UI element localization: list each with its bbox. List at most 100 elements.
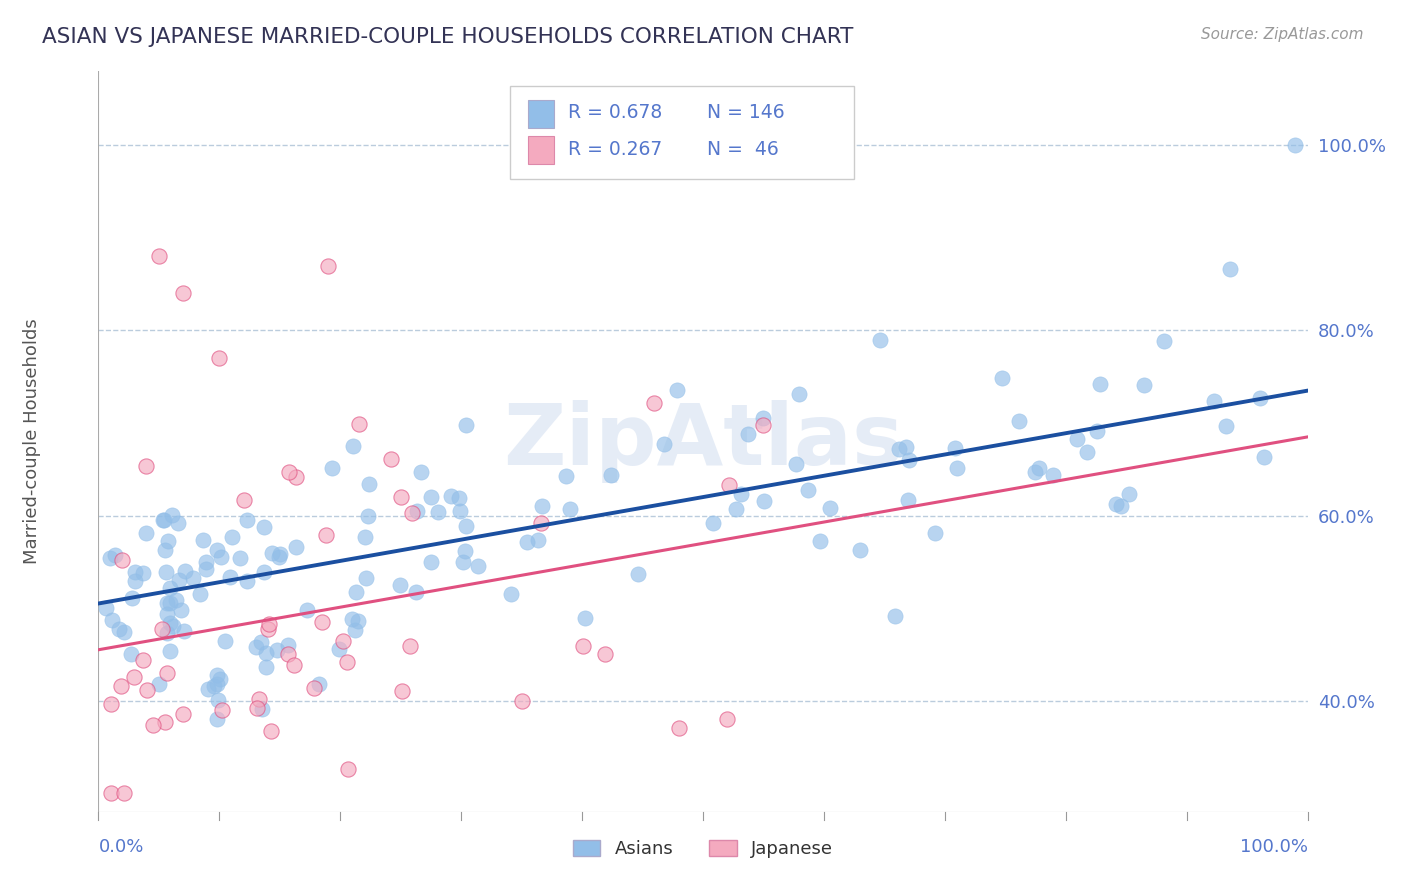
- Point: [896, 440, 918, 454]
- Point: [108, 622, 131, 636]
- Point: [183, 571, 205, 585]
- Point: [1028, 460, 1050, 475]
- Point: [246, 701, 269, 715]
- Point: [253, 520, 276, 534]
- Text: R = 0.678: R = 0.678: [568, 103, 662, 121]
- Point: [337, 762, 360, 776]
- Text: 0.0%: 0.0%: [98, 838, 143, 855]
- Point: [159, 581, 181, 595]
- Point: [250, 635, 273, 649]
- Point: [946, 461, 969, 475]
- Point: [100, 786, 122, 800]
- Point: [419, 555, 441, 569]
- Point: [1076, 445, 1098, 459]
- Point: [155, 607, 177, 622]
- Point: [131, 566, 153, 581]
- Point: [1219, 261, 1241, 276]
- Point: [155, 565, 177, 579]
- Point: [260, 724, 283, 739]
- Point: [278, 465, 301, 479]
- Point: [1202, 393, 1225, 408]
- Point: [283, 657, 305, 672]
- Point: [311, 615, 333, 629]
- Point: [1008, 414, 1031, 428]
- Point: [124, 565, 146, 579]
- Point: [277, 638, 299, 652]
- Point: [219, 570, 242, 584]
- Point: [808, 534, 831, 549]
- Point: [132, 652, 155, 666]
- Point: [453, 543, 475, 558]
- Point: [321, 461, 343, 475]
- Point: [1085, 424, 1108, 438]
- Point: [340, 612, 363, 626]
- Point: [716, 712, 738, 726]
- FancyBboxPatch shape: [509, 87, 855, 178]
- Point: [269, 549, 291, 564]
- Point: [214, 634, 236, 648]
- Point: [148, 250, 170, 264]
- Point: [343, 624, 366, 638]
- Point: [257, 623, 280, 637]
- Point: [159, 616, 181, 631]
- Point: [336, 655, 359, 669]
- Point: [209, 673, 232, 687]
- Point: [527, 533, 550, 548]
- Point: [104, 549, 127, 563]
- Point: [510, 694, 533, 708]
- Point: [1284, 138, 1306, 153]
- Point: [380, 451, 402, 466]
- Point: [232, 493, 254, 508]
- Text: N =  46: N = 46: [707, 139, 779, 159]
- Point: [440, 489, 463, 503]
- Point: [898, 452, 921, 467]
- Point: [207, 667, 229, 681]
- Point: [346, 584, 368, 599]
- Point: [191, 533, 214, 548]
- Point: [156, 665, 179, 680]
- Point: [295, 603, 318, 617]
- Point: [253, 566, 276, 580]
- Point: [990, 371, 1012, 385]
- Point: [172, 286, 194, 301]
- Point: [165, 593, 187, 607]
- Point: [207, 543, 229, 558]
- Point: [668, 722, 690, 736]
- Point: [1249, 391, 1271, 405]
- Point: [100, 697, 122, 711]
- Point: [849, 543, 872, 558]
- Point: [353, 530, 375, 544]
- Point: [724, 501, 747, 516]
- Point: [156, 596, 179, 610]
- Point: [451, 555, 474, 569]
- Point: [285, 540, 308, 554]
- Point: [124, 574, 146, 589]
- Point: [357, 508, 380, 523]
- Point: [884, 608, 907, 623]
- Point: [120, 648, 142, 662]
- Point: [209, 549, 232, 564]
- Point: [456, 518, 478, 533]
- Point: [160, 508, 183, 523]
- Point: [626, 566, 648, 581]
- Point: [315, 527, 337, 541]
- Point: [124, 670, 146, 684]
- Point: [420, 490, 443, 504]
- FancyBboxPatch shape: [527, 100, 554, 128]
- Point: [1066, 432, 1088, 446]
- Legend: Asians, Japanese: Asians, Japanese: [565, 833, 841, 865]
- Point: [356, 571, 378, 585]
- Text: ZipAtlas: ZipAtlas: [503, 400, 903, 483]
- Point: [156, 534, 179, 549]
- Point: [593, 648, 616, 662]
- Point: [449, 491, 471, 505]
- Point: [207, 693, 229, 707]
- Point: [121, 591, 143, 606]
- Point: [266, 643, 288, 657]
- Point: [869, 333, 891, 347]
- Point: [347, 614, 370, 628]
- Point: [1253, 450, 1275, 465]
- Point: [406, 504, 429, 518]
- Point: [399, 639, 422, 653]
- Point: [254, 646, 277, 660]
